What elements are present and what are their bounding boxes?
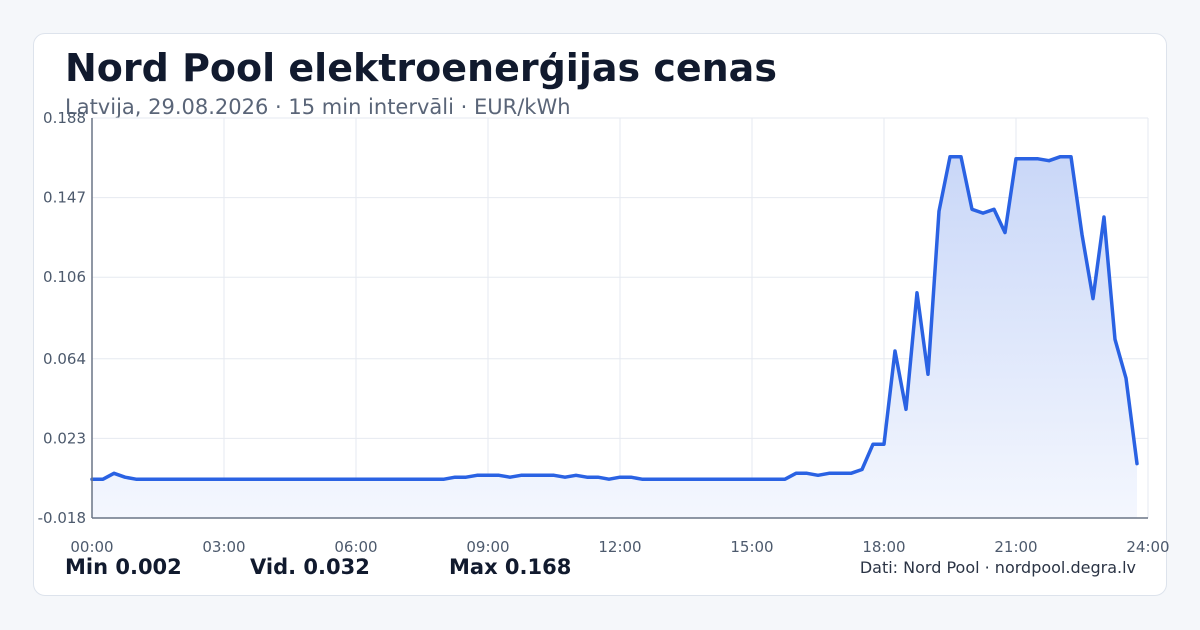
x-tick-label: 12:00 — [598, 538, 641, 556]
chart-title: Nord Pool elektroenerģijas cenas — [65, 46, 777, 90]
x-tick-label: 09:00 — [466, 538, 509, 556]
stat-max: Max 0.168 — [449, 555, 572, 579]
x-tick-label: 21:00 — [994, 538, 1037, 556]
stat-average: Vid. 0.032 — [250, 555, 370, 579]
y-tick-label: 0.106 — [43, 268, 86, 286]
label-layer: 0.188 0.147 0.106 0.064 0.023 -0.018 00:00 03:0… — [38, 109, 1170, 556]
grid-layer — [91, 117, 1149, 519]
y-tick-label: -0.018 — [38, 509, 86, 527]
y-tick-label: 0.064 — [43, 350, 86, 368]
y-tick-label: 0.188 — [43, 109, 86, 127]
x-tick-label: 06:00 — [334, 538, 377, 556]
stat-min: Min 0.002 — [65, 555, 182, 579]
x-tick-label: 03:00 — [202, 538, 245, 556]
y-tick-label: 0.147 — [43, 189, 86, 207]
price-series-line — [90, 155, 1139, 481]
price-area-fill — [92, 156, 1137, 519]
x-tick-label: 15:00 — [730, 538, 773, 556]
x-tick-label: 24:00 — [1126, 538, 1169, 556]
y-tick-label: 0.023 — [43, 429, 86, 447]
x-tick-label: 18:00 — [862, 538, 905, 556]
x-tick-label: 00:00 — [70, 538, 113, 556]
area-layer — [90, 155, 1139, 519]
data-source: Dati: Nord Pool · nordpool.degra.lv — [859, 558, 1136, 577]
chart-subtitle: Latvija, 29.08.2026 · 15 min intervāli ·… — [65, 95, 571, 119]
axis-layer — [91, 118, 1148, 519]
